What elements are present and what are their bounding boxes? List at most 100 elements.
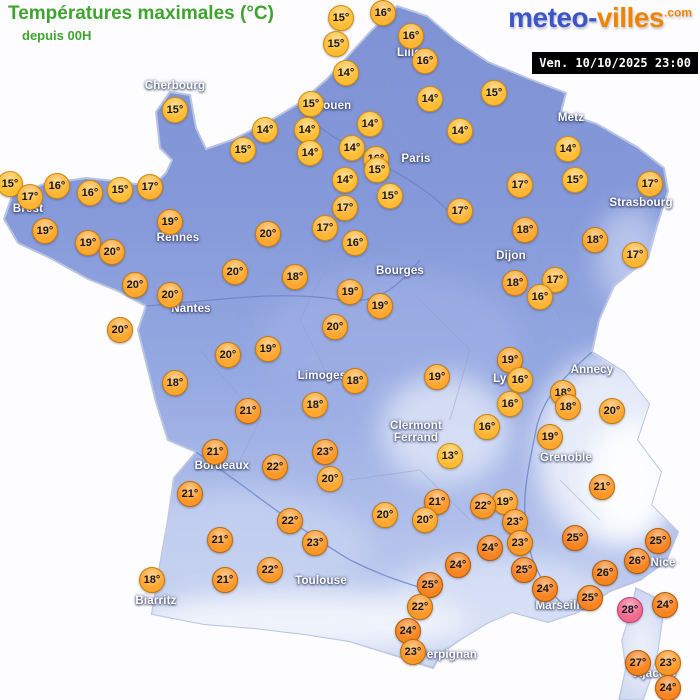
temp-bubble: 17°	[312, 215, 338, 241]
relief-patch-southwest	[110, 490, 370, 600]
temp-bubble: 23°	[302, 530, 328, 556]
temp-bubble: 19°	[255, 336, 281, 362]
temp-bubble: 23°	[312, 439, 338, 465]
temp-bubble: 16°	[398, 23, 424, 49]
temp-bubble: 23°	[507, 530, 533, 556]
temp-bubble: 15°	[230, 137, 256, 163]
temp-bubble: 16°	[342, 230, 368, 256]
temp-bubble: 24°	[445, 552, 471, 578]
temp-bubble: 18°	[302, 392, 328, 418]
temp-bubble: 15°	[364, 157, 390, 183]
temp-bubble: 25°	[417, 572, 443, 598]
temp-bubble: 27°	[625, 650, 651, 676]
temp-bubble: 15°	[562, 167, 588, 193]
temp-bubble: 16°	[527, 284, 553, 310]
temp-bubble: 16°	[474, 414, 500, 440]
temp-bubble: 16°	[370, 0, 396, 26]
temp-bubble: 21°	[589, 474, 615, 500]
page-subtitle: depuis 00H	[22, 28, 92, 43]
temp-bubble: 20°	[372, 502, 398, 528]
temp-bubble: 20°	[99, 239, 125, 265]
temp-bubble: 16°	[412, 48, 438, 74]
temp-bubble: 14°	[294, 117, 320, 143]
temp-bubble: 20°	[222, 259, 248, 285]
temp-bubble: 19°	[492, 489, 518, 515]
temp-bubble: 14°	[339, 135, 365, 161]
temp-bubble: 21°	[235, 398, 261, 424]
temp-bubble: 15°	[481, 80, 507, 106]
region-borders	[199, 59, 601, 521]
temp-bubble: 15°	[107, 177, 133, 203]
temp-bubble: 14°	[417, 86, 443, 112]
temp-bubble: 19°	[32, 218, 58, 244]
temp-bubble: 17°	[507, 172, 533, 198]
temp-bubble: 23°	[400, 639, 426, 665]
temp-bubble: 19°	[424, 364, 450, 390]
temp-bubble: 18°	[555, 394, 581, 420]
temp-bubble: 14°	[555, 136, 581, 162]
temp-bubble: 16°	[77, 180, 103, 206]
temp-bubble: 21°	[207, 527, 233, 553]
temp-bubble: 22°	[262, 454, 288, 480]
temp-bubble: 20°	[412, 507, 438, 533]
logo-text-com: .com	[663, 5, 692, 20]
temp-bubble: 18°	[139, 567, 165, 593]
river-garonne	[195, 451, 431, 591]
temp-bubble: 17°	[332, 195, 358, 221]
temp-bubble: 18°	[342, 368, 368, 394]
temp-bubble: 20°	[322, 314, 348, 340]
temp-bubble: 25°	[562, 525, 588, 551]
temp-bubble: 16°	[497, 391, 523, 417]
temp-bubble: 20°	[599, 398, 625, 424]
temp-bubble: 14°	[357, 111, 383, 137]
temp-bubble: 23°	[655, 650, 681, 676]
relief-patch-center	[260, 270, 520, 410]
temp-bubble: 19°	[75, 230, 101, 256]
temp-bubble: 16°	[507, 367, 533, 393]
temp-bubble: 17°	[622, 242, 648, 268]
temp-bubble: 20°	[122, 272, 148, 298]
temp-bubble: 14°	[252, 117, 278, 143]
temp-bubble: 25°	[577, 585, 603, 611]
temp-bubble: 15°	[0, 171, 23, 197]
temp-bubble: 19°	[367, 293, 393, 319]
temp-bubble: 15°	[323, 31, 349, 57]
site-logo[interactable]: meteo-villes.com	[508, 2, 692, 34]
temp-bubble: 13°	[437, 443, 463, 469]
temp-bubble: 22°	[277, 508, 303, 534]
logo-text-villes: villes	[596, 2, 665, 33]
temp-bubble: 21°	[177, 481, 203, 507]
temp-bubble: 22°	[407, 594, 433, 620]
temp-bubble: 15°	[377, 183, 403, 209]
river-loire	[145, 259, 421, 307]
temp-bubble: 14°	[447, 118, 473, 144]
temp-bubble: 20°	[317, 466, 343, 492]
title-block: Températures maximales (°C) depuis 00H	[8, 3, 274, 43]
temp-bubble: 18°	[512, 217, 538, 243]
river-seine	[299, 109, 453, 217]
datetime-badge: Ven. 10/10/2025 23:00	[532, 52, 698, 74]
temp-bubble: 18°	[162, 370, 188, 396]
temp-bubble: 25°	[645, 528, 671, 554]
temp-bubble: 24°	[655, 675, 681, 700]
temp-bubble: 15°	[162, 97, 188, 123]
temp-bubble: 18°	[582, 227, 608, 253]
temp-bubble: 20°	[107, 317, 133, 343]
temp-bubble: 19°	[537, 424, 563, 450]
temp-bubble: 20°	[215, 342, 241, 368]
temp-bubble: 24°	[532, 576, 558, 602]
page-title: Températures maximales (°C)	[8, 3, 274, 24]
temp-bubble: 28°	[617, 597, 643, 623]
temp-bubble: 18°	[282, 264, 308, 290]
temp-bubble: 14°	[332, 167, 358, 193]
temp-bubble: 16°	[44, 173, 70, 199]
temp-bubble: 24°	[652, 592, 678, 618]
logo-text-meteo: meteo-	[508, 2, 597, 33]
temp-bubble: 15°	[328, 5, 354, 31]
temp-bubble: 25°	[511, 557, 537, 583]
temp-bubble: 19°	[157, 209, 183, 235]
temp-bubble: 18°	[502, 270, 528, 296]
temp-bubble: 17°	[17, 184, 43, 210]
